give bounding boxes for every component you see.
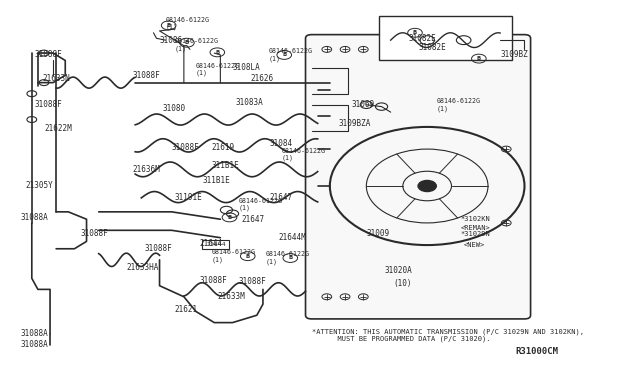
Text: *ATTENTION: THIS AUTOMATIC TRANSMISSION (P/C 31029N AND 3102KN),
      MUST BE P: *ATTENTION: THIS AUTOMATIC TRANSMISSION … [312, 328, 584, 342]
Text: 21644: 21644 [206, 242, 226, 247]
Text: 3109BZ: 3109BZ [500, 51, 528, 60]
Text: 31088F: 31088F [35, 100, 63, 109]
Text: 08146-6122G
(1): 08146-6122G (1) [211, 249, 255, 263]
Text: 31086: 31086 [159, 36, 182, 45]
Text: 31088A: 31088A [21, 329, 49, 338]
Text: 31088F: 31088F [81, 230, 108, 238]
Text: B: B [166, 23, 171, 28]
Text: 08146-6122G
(1): 08146-6122G (1) [175, 38, 219, 52]
Text: 08146-6122G
(1): 08146-6122G (1) [281, 148, 325, 161]
Text: 31088F: 31088F [132, 71, 160, 80]
Text: 21622M: 21622M [44, 124, 72, 133]
Text: 31088A: 31088A [21, 340, 49, 349]
Text: 3109BZA: 3109BZA [339, 119, 371, 128]
Text: <NEW>: <NEW> [463, 242, 485, 248]
Text: 21621: 21621 [175, 305, 198, 314]
Text: B: B [215, 50, 220, 55]
Text: 21633HA: 21633HA [126, 263, 159, 272]
Text: 21644: 21644 [199, 239, 222, 248]
Text: 21647: 21647 [269, 193, 292, 202]
Text: B: B [185, 40, 189, 45]
Text: *31029N: *31029N [461, 231, 490, 237]
Text: 3108LA: 3108LA [232, 63, 260, 72]
Text: *3102KN: *3102KN [461, 216, 490, 222]
Text: 31080: 31080 [163, 104, 186, 113]
Text: 21633M: 21633M [218, 292, 245, 301]
FancyBboxPatch shape [305, 35, 531, 319]
Text: 08146-6122G
(1): 08146-6122G (1) [266, 251, 310, 265]
Text: 31020A: 31020A [385, 266, 412, 275]
Text: 21619: 21619 [211, 143, 234, 152]
Text: 21644M: 21644M [278, 233, 306, 242]
Text: 311B1E: 311B1E [202, 176, 230, 185]
Text: 08146-6122G
(1): 08146-6122G (1) [166, 17, 210, 30]
Text: 311B1E: 311B1E [211, 161, 239, 170]
Text: 31082E: 31082E [418, 43, 446, 52]
Bar [378, 16, 513, 61]
Text: 31088F: 31088F [239, 278, 266, 286]
Text: 31088F: 31088F [145, 244, 172, 253]
Text: B: B [282, 52, 286, 57]
Text: B: B [288, 256, 292, 260]
Text: 31082E: 31082E [409, 34, 436, 43]
Text: B: B [477, 56, 481, 61]
Text: (10): (10) [394, 279, 412, 288]
Text: 08146-6122G
(1): 08146-6122G (1) [196, 63, 240, 76]
Text: <REMAN>: <REMAN> [461, 225, 490, 231]
Text: 31009: 31009 [366, 230, 390, 238]
Text: 21626: 21626 [251, 74, 274, 83]
Text: 31069: 31069 [351, 100, 374, 109]
Text: B: B [246, 254, 250, 259]
Text: 08146-6122G
(1): 08146-6122G (1) [269, 48, 313, 62]
Text: 08146-6122G
(1): 08146-6122G (1) [436, 98, 480, 112]
Text: 31083A: 31083A [236, 99, 263, 108]
Text: 21305Y: 21305Y [26, 182, 54, 190]
Text: 21647: 21647 [242, 215, 265, 224]
Text: 21636M: 21636M [132, 165, 160, 174]
Text: 31088F: 31088F [35, 51, 63, 60]
Text: B: B [413, 30, 417, 35]
Text: R31000CM: R31000CM [515, 347, 558, 356]
Text: 31088F: 31088F [199, 276, 227, 285]
Text: 21633N: 21633N [43, 74, 70, 83]
Text: 08146-6122G
(1): 08146-6122G (1) [239, 198, 283, 211]
Text: 31084: 31084 [269, 139, 292, 148]
Bar [202, 240, 230, 249]
Text: B: B [227, 215, 232, 220]
Circle shape [418, 180, 436, 192]
Text: 31088F: 31088F [172, 143, 200, 152]
Text: 31191E: 31191E [175, 193, 202, 202]
Text: 31088A: 31088A [21, 213, 49, 222]
